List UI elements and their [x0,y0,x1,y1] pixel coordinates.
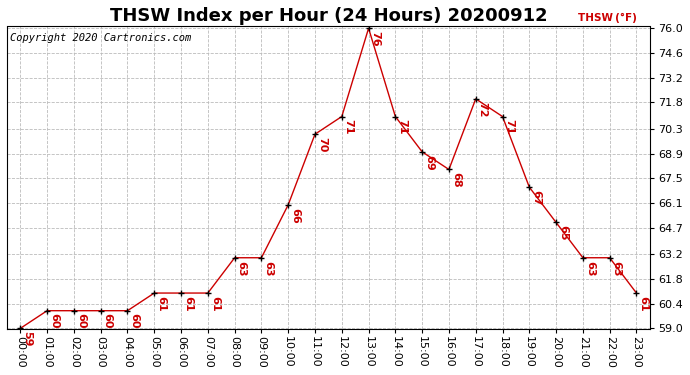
Text: 66: 66 [290,208,300,224]
Text: 61: 61 [183,296,193,312]
Text: 59: 59 [22,331,32,346]
Text: 63: 63 [611,261,622,276]
Text: 61: 61 [638,296,649,312]
Text: 71: 71 [397,119,407,135]
Text: 60: 60 [103,314,112,329]
Text: 63: 63 [585,261,595,276]
Text: 69: 69 [424,154,434,170]
Text: 76: 76 [371,31,380,46]
Text: 60: 60 [130,314,139,329]
Text: 63: 63 [264,261,273,276]
Title: THSW Index per Hour (24 Hours) 20200912: THSW Index per Hour (24 Hours) 20200912 [110,7,547,25]
Text: 60: 60 [76,314,86,329]
Text: 65: 65 [558,225,568,241]
Text: 63: 63 [237,261,246,276]
Text: 67: 67 [531,190,541,206]
Text: 61: 61 [156,296,166,312]
Text: 60: 60 [49,314,59,329]
Text: THSW (°F): THSW (°F) [578,13,637,24]
Text: 61: 61 [210,296,220,312]
Text: 71: 71 [344,119,354,135]
Text: Copyright 2020 Cartronics.com: Copyright 2020 Cartronics.com [10,33,191,42]
Text: 68: 68 [451,172,461,188]
Text: 72: 72 [477,102,488,117]
Text: 70: 70 [317,137,327,152]
Text: 71: 71 [504,119,515,135]
